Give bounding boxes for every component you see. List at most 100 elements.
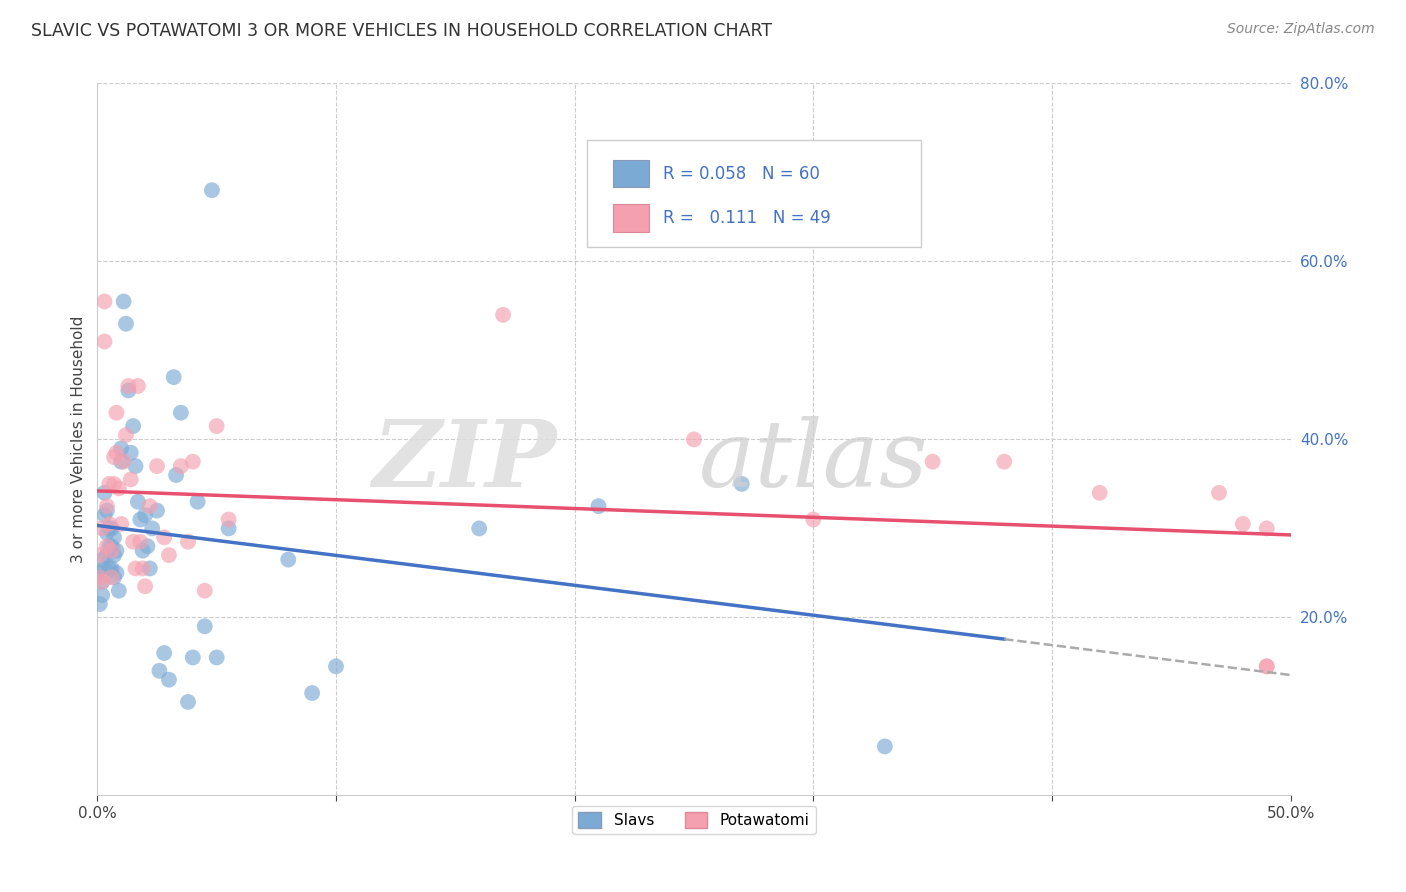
Point (105, 566, 128, 580)
Point (115, 317, 138, 331)
Point (100, 561, 122, 575)
Text: atlas: atlas (699, 416, 928, 506)
Point (100, 570, 122, 584)
Point (89, 570, 111, 584)
Legend: Slavs, Potawatomi: Slavs, Potawatomi (572, 805, 815, 834)
Point (89, 570, 111, 584)
Point (105, 406, 128, 420)
Point (170, 406, 193, 420)
Text: R = 0.058   N = 60: R = 0.058 N = 60 (664, 165, 820, 183)
Point (110, 516, 132, 531)
Point (163, 370, 186, 384)
Point (103, 570, 125, 584)
Point (993, 455, 1015, 469)
Point (89, 548, 111, 562)
Point (325, 659, 347, 673)
Text: R =   0.111   N = 49: R = 0.111 N = 49 (664, 209, 831, 227)
Point (153, 530, 176, 544)
Point (194, 619, 217, 633)
Point (108, 481, 131, 495)
Point (127, 379, 149, 393)
Point (170, 459, 193, 474)
Point (96, 548, 118, 562)
Point (731, 477, 754, 491)
FancyBboxPatch shape (613, 204, 648, 232)
Point (117, 379, 139, 393)
Point (277, 552, 299, 566)
Point (181, 455, 204, 469)
Point (124, 459, 146, 474)
Point (141, 521, 163, 535)
Point (1256, 659, 1278, 673)
Point (108, 583, 131, 598)
Point (100, 539, 122, 553)
Point (205, 650, 228, 665)
FancyBboxPatch shape (586, 140, 921, 247)
Point (194, 583, 217, 598)
Point (93, 294, 115, 309)
Point (139, 561, 162, 575)
Point (120, 446, 142, 460)
Point (96, 539, 118, 553)
Point (1232, 516, 1254, 531)
Point (134, 579, 156, 593)
Point (103, 450, 125, 465)
Point (89, 566, 111, 580)
Point (93, 561, 115, 575)
Point (91, 521, 114, 535)
Point (177, 695, 200, 709)
Point (187, 494, 209, 508)
Point (93, 508, 115, 522)
Point (468, 521, 491, 535)
Point (98, 521, 121, 535)
Point (301, 686, 323, 700)
Point (1256, 659, 1278, 673)
Point (93, 485, 115, 500)
Point (103, 530, 125, 544)
Point (91, 574, 114, 589)
Point (98, 516, 121, 531)
Text: SLAVIC VS POTAWATOMI 3 OR MORE VEHICLES IN HOUSEHOLD CORRELATION CHART: SLAVIC VS POTAWATOMI 3 OR MORE VEHICLES … (31, 22, 772, 40)
Point (115, 428, 138, 442)
Point (131, 561, 153, 575)
Point (112, 294, 135, 309)
Point (96, 525, 118, 540)
Point (103, 477, 125, 491)
Y-axis label: 3 or more Vehicles in Household: 3 or more Vehicles in Household (72, 316, 86, 563)
Point (103, 548, 125, 562)
Point (129, 534, 152, 549)
Point (136, 539, 159, 553)
FancyBboxPatch shape (613, 161, 648, 187)
Point (91, 552, 114, 566)
Text: ZIP: ZIP (373, 416, 557, 506)
Point (100, 543, 122, 558)
Point (129, 512, 152, 526)
Point (218, 521, 240, 535)
Point (105, 446, 128, 460)
Point (110, 455, 132, 469)
Point (492, 308, 515, 322)
Point (921, 455, 943, 469)
Point (181, 650, 204, 665)
Point (122, 419, 145, 434)
Point (98, 539, 121, 553)
Point (205, 419, 228, 434)
Point (218, 512, 240, 526)
Point (148, 664, 170, 678)
Point (98, 561, 121, 575)
Point (98, 477, 121, 491)
Point (105, 543, 128, 558)
Point (112, 455, 135, 469)
Point (157, 673, 180, 687)
Point (1208, 485, 1230, 500)
Point (89, 597, 111, 611)
Point (91, 588, 114, 602)
Point (801, 512, 824, 526)
Point (683, 433, 706, 447)
Point (100, 521, 122, 535)
Point (131, 543, 153, 558)
Point (124, 561, 146, 575)
Point (134, 508, 156, 522)
Point (127, 494, 149, 508)
Point (110, 442, 132, 456)
